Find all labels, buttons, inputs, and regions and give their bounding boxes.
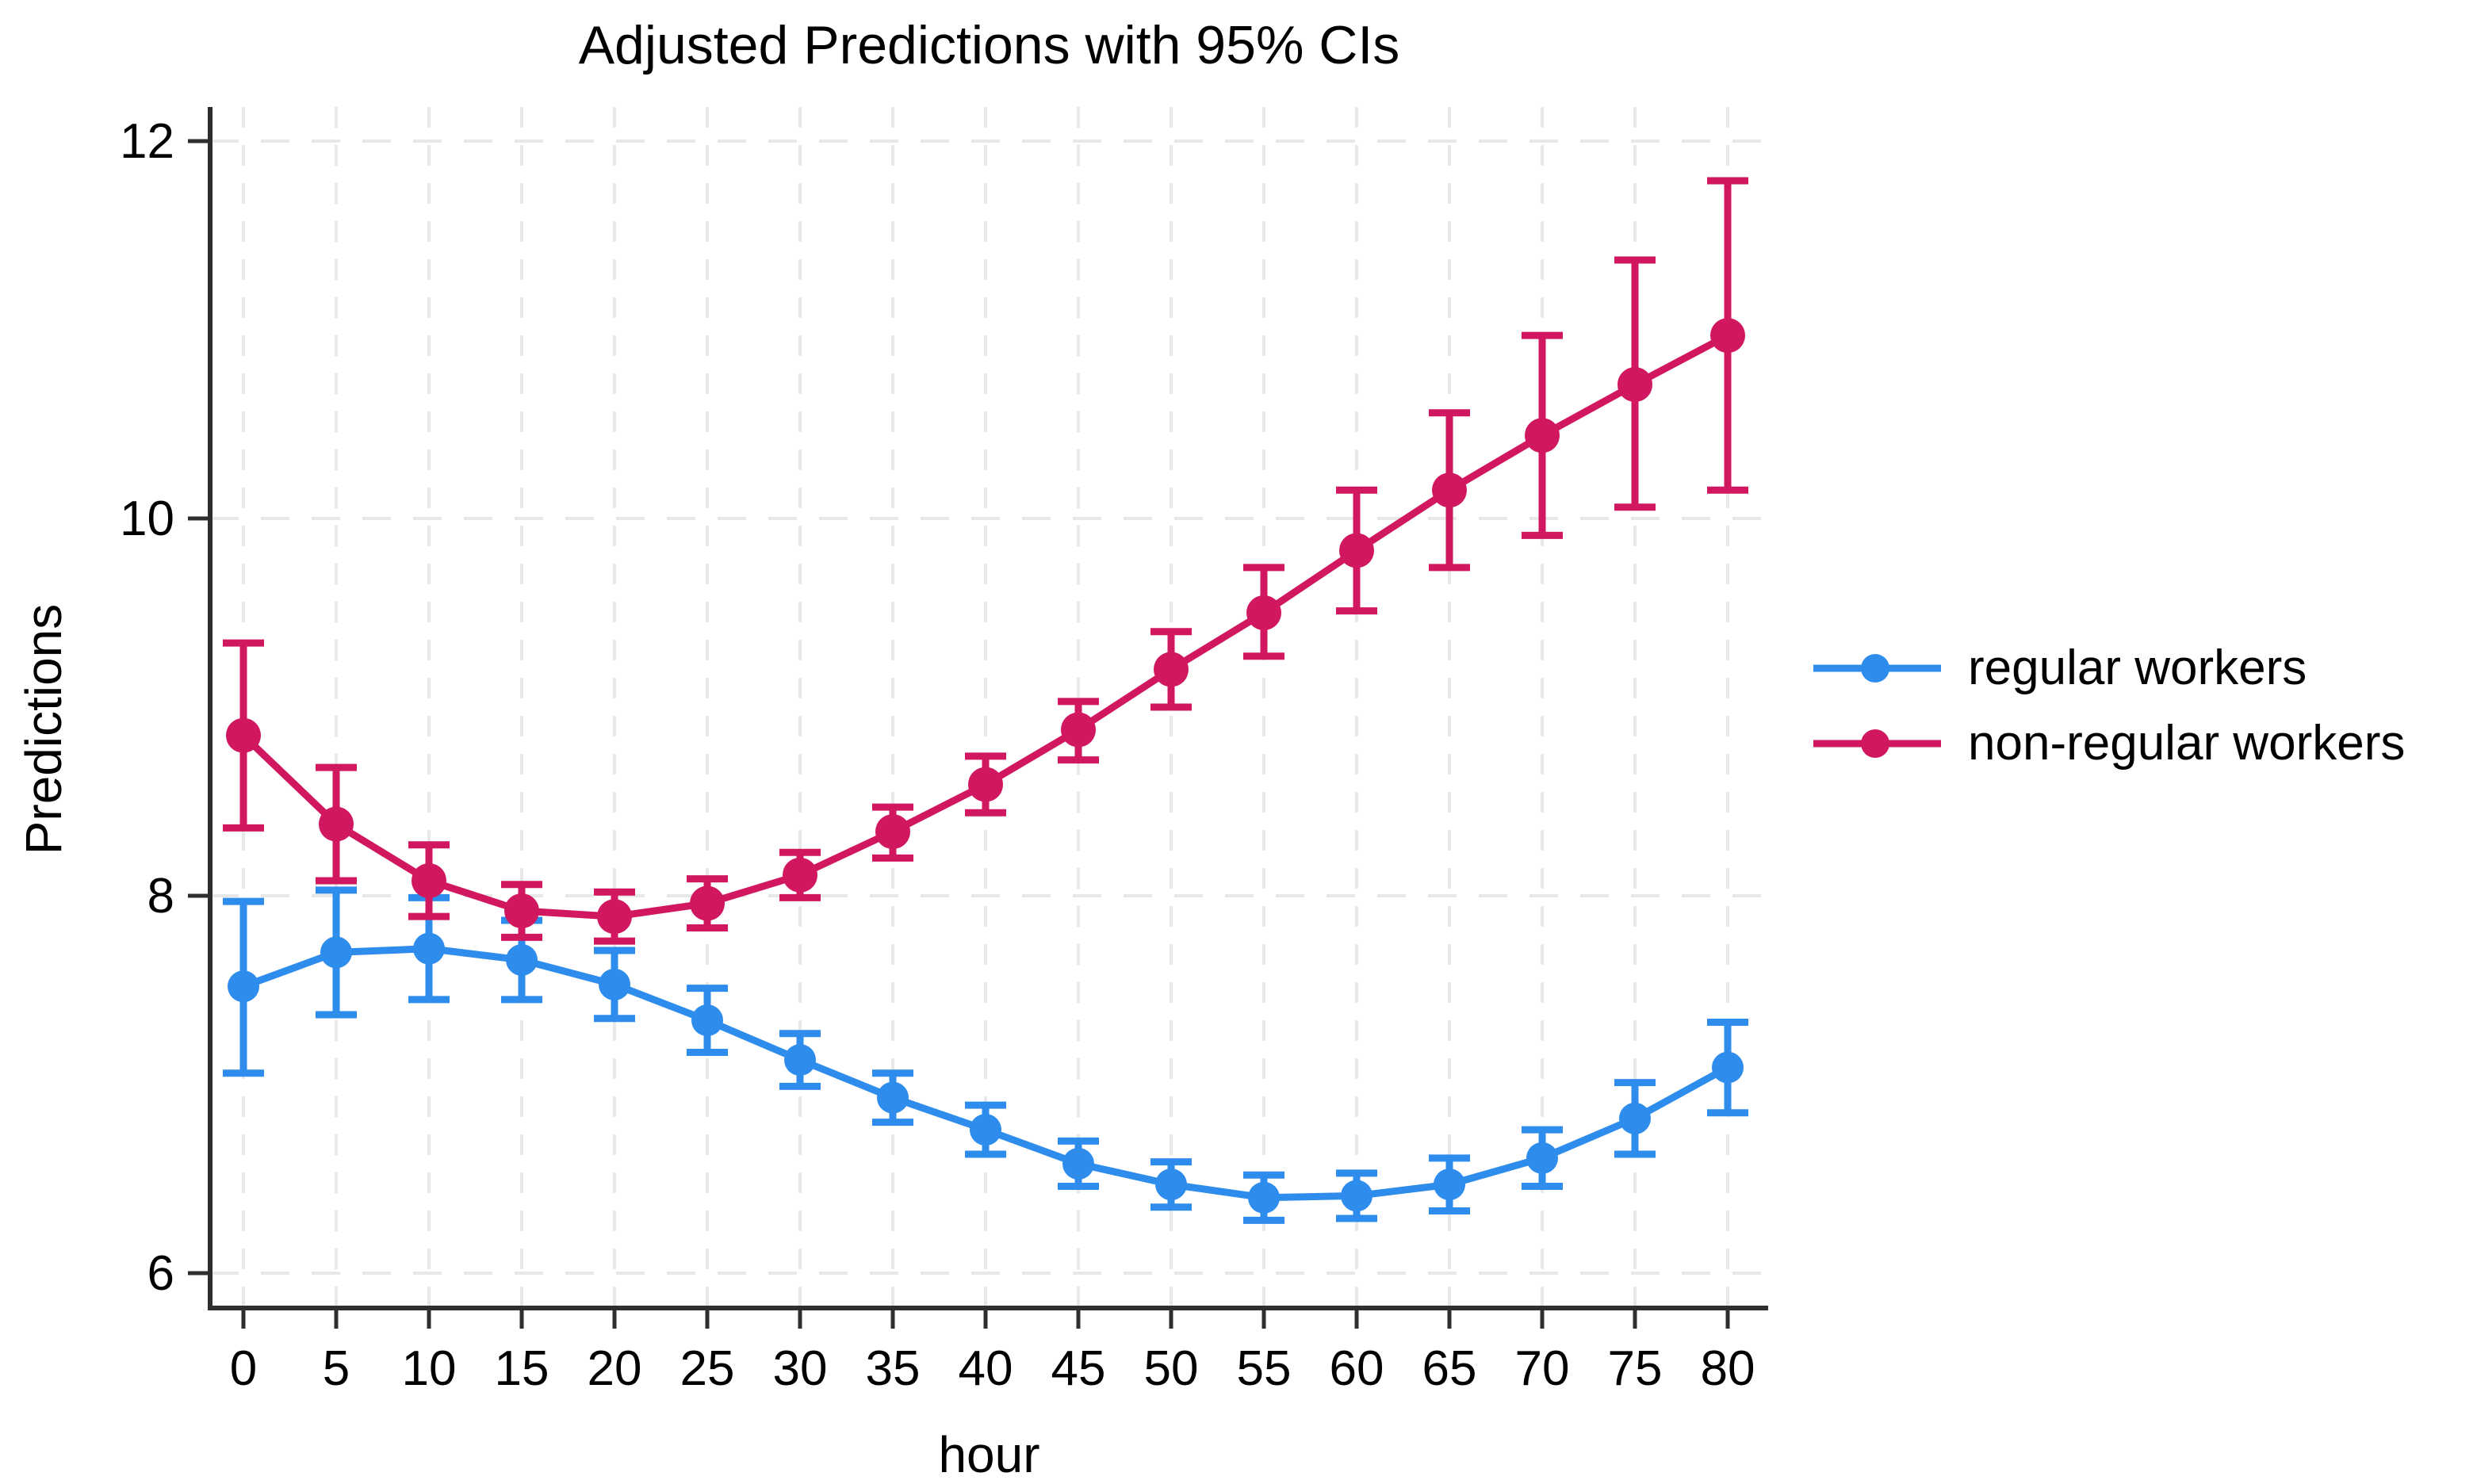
data-point-marker: [320, 936, 352, 969]
data-point-marker: [1618, 367, 1652, 403]
data-point-marker: [691, 1004, 723, 1037]
data-point-marker: [412, 862, 446, 898]
y-tick-label: 10: [120, 491, 174, 546]
data-point-marker: [597, 899, 632, 935]
chart-title: Adjusted Predictions with 95% CIs: [578, 15, 1400, 75]
x-tick-label: 65: [1422, 1341, 1477, 1396]
data-point-marker: [1246, 595, 1281, 630]
legend-item-non-regular-workers: non-regular workers: [1812, 706, 2405, 781]
data-point-marker: [877, 1081, 909, 1114]
x-tick-label: 50: [1144, 1341, 1199, 1396]
data-point-marker: [1155, 1168, 1187, 1201]
data-point-marker: [783, 857, 817, 893]
x-tick-label: 10: [402, 1341, 457, 1396]
data-point-marker: [413, 932, 445, 965]
x-tick-label: 20: [588, 1341, 642, 1396]
legend: regular workers non-regular workers: [1812, 630, 2405, 781]
data-point-marker: [1248, 1181, 1280, 1214]
legend-swatch-regular-icon: [1813, 653, 1941, 683]
x-tick-label: 70: [1515, 1341, 1570, 1396]
data-point-marker: [1525, 418, 1560, 453]
data-point-marker: [1341, 1180, 1372, 1212]
x-tick-label: 55: [1237, 1341, 1292, 1396]
data-point-marker: [1432, 472, 1467, 508]
data-point-marker: [1339, 533, 1374, 568]
data-point-marker: [1062, 1147, 1094, 1180]
data-point-marker: [970, 1114, 1001, 1146]
y-tick-label: 8: [147, 869, 174, 924]
data-point-marker: [1526, 1142, 1558, 1174]
y-tick-label: 12: [120, 114, 174, 169]
data-point-marker: [228, 970, 259, 1003]
x-tick-label: 15: [495, 1341, 549, 1396]
x-tick-label: 5: [323, 1341, 350, 1396]
data-point-marker: [1712, 1051, 1744, 1084]
legend-label-non-regular: non-regular workers: [1968, 716, 2406, 771]
data-point-marker: [1619, 1102, 1651, 1134]
x-tick-label: 30: [773, 1341, 828, 1396]
x-axis-title: hour: [938, 1426, 1040, 1483]
data-point-marker: [875, 814, 910, 850]
data-point-marker: [319, 806, 354, 842]
data-point-marker: [1434, 1168, 1465, 1201]
data-point-marker: [226, 717, 261, 753]
data-point-marker: [506, 943, 538, 976]
legend-swatch-non-regular-icon: [1813, 729, 1941, 758]
data-point-marker: [1061, 712, 1096, 748]
data-point-marker: [504, 893, 539, 929]
x-tick-label: 25: [680, 1341, 735, 1396]
y-tick-label: 6: [147, 1246, 174, 1301]
x-tick-label: 80: [1701, 1341, 1755, 1396]
x-tick-label: 75: [1608, 1341, 1663, 1396]
y-axis-title: Predictions: [15, 603, 72, 855]
x-tick-label: 60: [1330, 1341, 1384, 1396]
data-point-marker: [1710, 318, 1745, 354]
legend-label-regular: regular workers: [1968, 641, 2307, 695]
data-point-marker: [690, 885, 725, 921]
x-tick-label: 35: [866, 1341, 921, 1396]
data-point-marker: [599, 968, 630, 1000]
data-point-marker: [784, 1044, 816, 1077]
legend-item-regular-workers: regular workers: [1812, 630, 2405, 706]
x-tick-label: 45: [1051, 1341, 1106, 1396]
data-point-marker: [968, 767, 1003, 802]
x-tick-label: 40: [959, 1341, 1013, 1396]
x-tick-label: 0: [230, 1341, 257, 1396]
data-point-marker: [1154, 652, 1189, 687]
